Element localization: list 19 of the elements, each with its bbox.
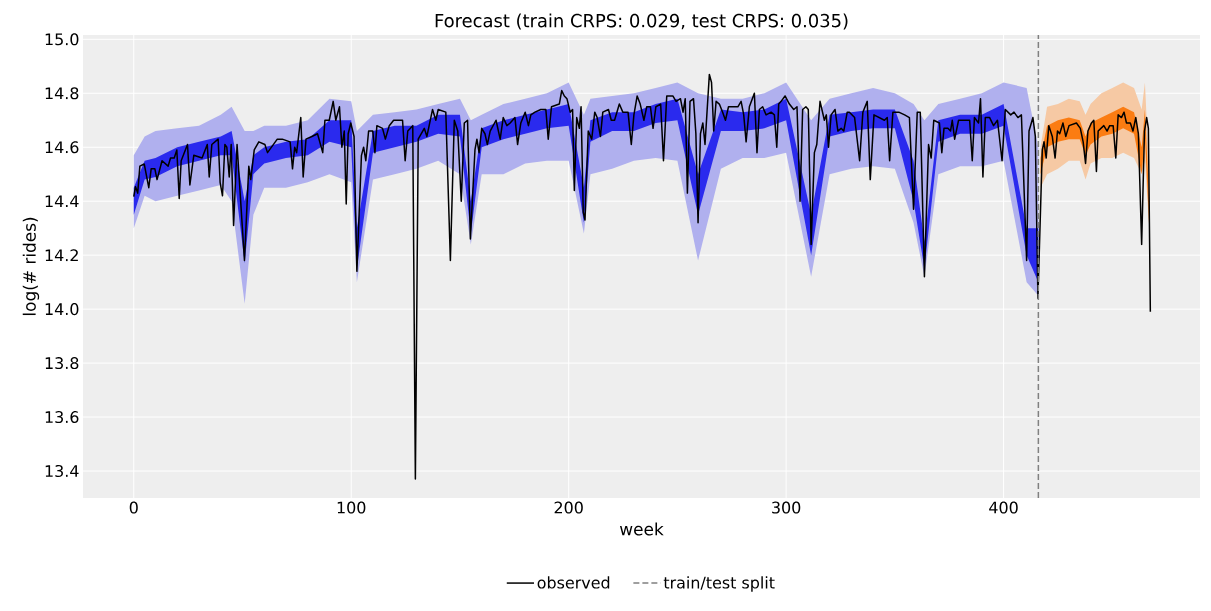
legend-label: observed — [537, 576, 610, 589]
y-tick-label: 14.6 — [45, 141, 79, 154]
x-tick-label: 300 — [772, 501, 801, 514]
y-tick-label: 14.2 — [45, 249, 78, 262]
x-tick-label: 400 — [989, 501, 1018, 514]
x-tick-label: 100 — [337, 501, 366, 514]
y-tick-label: 14.0 — [45, 303, 79, 316]
y-tick-label: 15.0 — [45, 33, 79, 46]
legend-label: train/test split — [663, 576, 775, 592]
y-axis-title: log(# rides) — [22, 217, 40, 316]
y-tick-label: 13.6 — [45, 411, 79, 424]
x-axis-title: week — [619, 522, 664, 536]
y-tick-label: 13.4 — [45, 464, 79, 478]
x-tick-label: 200 — [554, 501, 583, 514]
y-tick-label: 14.8 — [45, 87, 79, 100]
y-tick-label: 13.8 — [45, 357, 79, 370]
chart-title: Forecast (train CRPS: 0.029, test CRPS: 0.035) — [435, 13, 848, 30]
y-tick-label: 14.4 — [45, 195, 79, 208]
x-tick-label: 0 — [129, 501, 138, 514]
